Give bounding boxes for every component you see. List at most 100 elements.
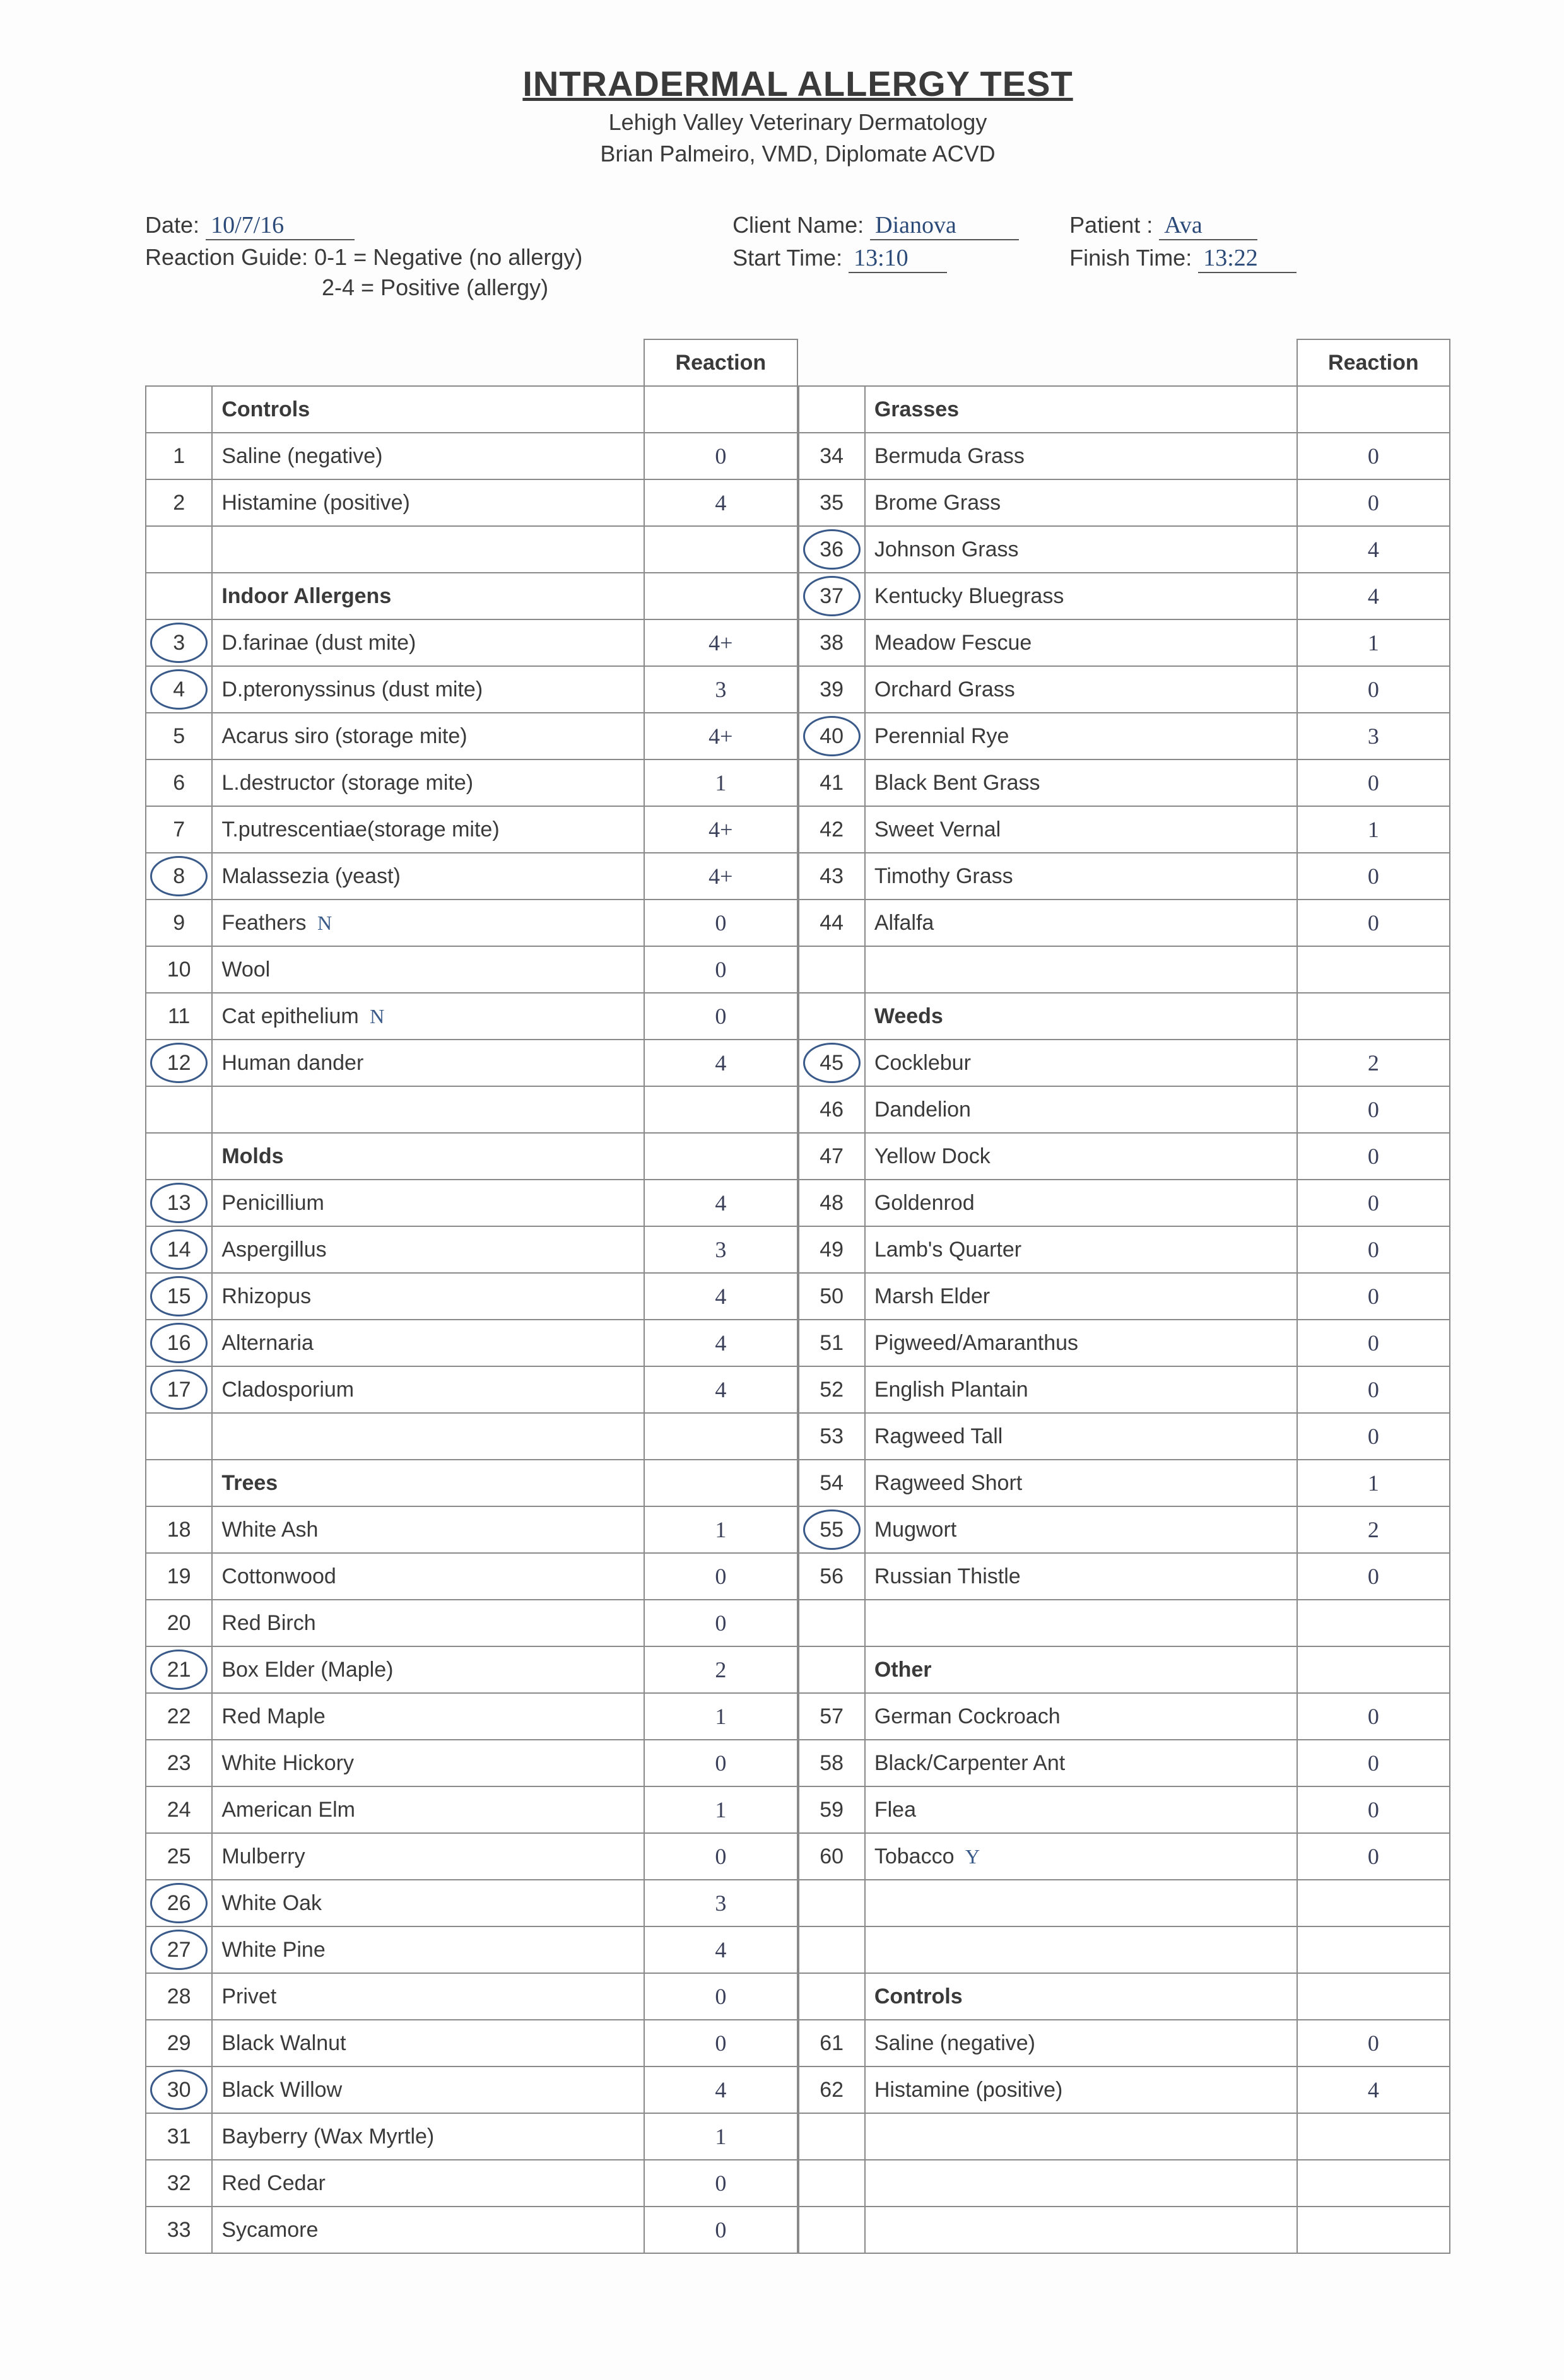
allergen-name: Penicillium	[212, 1180, 644, 1226]
allergen-name: English Plantain	[865, 1366, 1297, 1413]
row-number: 35	[799, 479, 865, 526]
row-number: 60	[799, 1833, 865, 1880]
row-number: 45	[799, 1040, 865, 1086]
row-number: 37	[799, 573, 865, 619]
reaction-cell: 4+	[644, 853, 797, 900]
row-number: 48	[799, 1180, 865, 1226]
allergen-name: Privet	[212, 1973, 644, 2020]
row-number: 39	[799, 666, 865, 713]
row-number: 6	[146, 759, 212, 806]
reaction-cell	[1297, 1600, 1450, 1646]
row-number: 33	[146, 2207, 212, 2253]
allergen-name: Black/Carpenter Ant	[865, 1740, 1297, 1786]
reaction-cell: 0	[644, 2207, 797, 2253]
hand-note: N	[370, 1005, 384, 1028]
reaction-cell: 0	[1297, 900, 1450, 946]
allergen-name: Sycamore	[212, 2207, 644, 2253]
reaction-cell: 0	[644, 433, 797, 479]
allergen-name	[865, 2113, 1297, 2160]
allergen-name: Perennial Rye	[865, 713, 1297, 759]
reaction-cell: 4	[644, 1040, 797, 1086]
reaction-cell	[644, 386, 797, 433]
row-number: 29	[146, 2020, 212, 2066]
row-number: 32	[146, 2160, 212, 2207]
allergen-name: Black Walnut	[212, 2020, 644, 2066]
allergen-name: Marsh Elder	[865, 1273, 1297, 1320]
left-column: Reaction Controls1Saline (negative)02His…	[145, 339, 798, 2254]
reaction-cell: 0	[1297, 1740, 1450, 1786]
reaction-cell: 0	[1297, 1086, 1450, 1133]
page-title: INTRADERMAL ALLERGY TEST	[145, 63, 1450, 104]
allergen-name: American Elm	[212, 1786, 644, 1833]
reaction-cell: 0	[1297, 2020, 1450, 2066]
row-number: 51	[799, 1320, 865, 1366]
reaction-cell: 1	[644, 1506, 797, 1553]
reaction-cell: 4	[644, 2066, 797, 2113]
allergen-name: Brome Grass	[865, 479, 1297, 526]
row-number: 26	[146, 1880, 212, 1926]
reaction-cell: 4	[644, 1926, 797, 1973]
row-number: 34	[799, 433, 865, 479]
reaction-cell: 0	[644, 946, 797, 993]
allergen-name: Yellow Dock	[865, 1133, 1297, 1180]
start-label: Start Time:	[732, 245, 842, 271]
reaction-cell: 4	[1297, 573, 1450, 619]
allergen-name: Orchard Grass	[865, 666, 1297, 713]
allergen-name: Cat epithelium N	[212, 993, 644, 1040]
page: INTRADERMAL ALLERGY TEST Lehigh Valley V…	[0, 0, 1564, 2380]
row-number	[799, 1880, 865, 1926]
allergen-name: T.putrescentiae(storage mite)	[212, 806, 644, 853]
row-number	[799, 993, 865, 1040]
allergen-name: Russian Thistle	[865, 1553, 1297, 1600]
row-number: 25	[146, 1833, 212, 1880]
row-number: 52	[799, 1366, 865, 1413]
allergen-name: Ragweed Tall	[865, 1413, 1297, 1460]
allergen-name: Flea	[865, 1786, 1297, 1833]
reaction-cell	[1297, 1973, 1450, 2020]
row-number: 28	[146, 1973, 212, 2020]
allergen-name: L.destructor (storage mite)	[212, 759, 644, 806]
reaction-cell: 0	[644, 1833, 797, 1880]
section-heading: Other	[865, 1646, 1297, 1693]
reaction-cell: 0	[644, 900, 797, 946]
row-number	[146, 386, 212, 433]
reaction-cell: 1	[644, 759, 797, 806]
reaction-cell: 4	[644, 479, 797, 526]
allergen-name: White Hickory	[212, 1740, 644, 1786]
row-number	[799, 2113, 865, 2160]
row-number: 16	[146, 1320, 212, 1366]
allergen-name: Cladosporium	[212, 1366, 644, 1413]
reaction-cell: 4+	[644, 619, 797, 666]
allergen-name: Alternaria	[212, 1320, 644, 1366]
allergen-name: Black Bent Grass	[865, 759, 1297, 806]
allergen-name: Ragweed Short	[865, 1460, 1297, 1506]
reaction-cell	[1297, 946, 1450, 993]
row-number: 15	[146, 1273, 212, 1320]
row-number: 43	[799, 853, 865, 900]
reaction-cell: 4+	[644, 806, 797, 853]
reaction-cell: 0	[644, 2020, 797, 2066]
allergen-name: Red Maple	[212, 1693, 644, 1740]
row-number	[799, 946, 865, 993]
reaction-cell: 4	[644, 1366, 797, 1413]
reaction-cell: 3	[1297, 713, 1450, 759]
reaction-cell: 1	[644, 2113, 797, 2160]
reaction-cell	[644, 573, 797, 619]
allergen-name: Histamine (positive)	[212, 479, 644, 526]
subtitle-line-1: Lehigh Valley Veterinary Dermatology	[145, 109, 1450, 136]
reaction-cell: 1	[1297, 1460, 1450, 1506]
reaction-cell: 2	[644, 1646, 797, 1693]
row-number: 31	[146, 2113, 212, 2160]
allergen-name: Red Cedar	[212, 2160, 644, 2207]
header-row: Date: 10/7/16 Reaction Guide: 0-1 = Nega…	[145, 211, 1450, 301]
row-number: 57	[799, 1693, 865, 1740]
allergen-name: Rhizopus	[212, 1273, 644, 1320]
allergen-name: Tobacco Y	[865, 1833, 1297, 1880]
reaction-cell: 0	[1297, 853, 1450, 900]
reaction-cell	[644, 1086, 797, 1133]
reaction-cell: 0	[1297, 1226, 1450, 1273]
reaction-cell: 0	[1297, 1413, 1450, 1460]
allergen-name	[865, 2160, 1297, 2207]
allergen-name: Lamb's Quarter	[865, 1226, 1297, 1273]
allergen-name: Saline (negative)	[865, 2020, 1297, 2066]
